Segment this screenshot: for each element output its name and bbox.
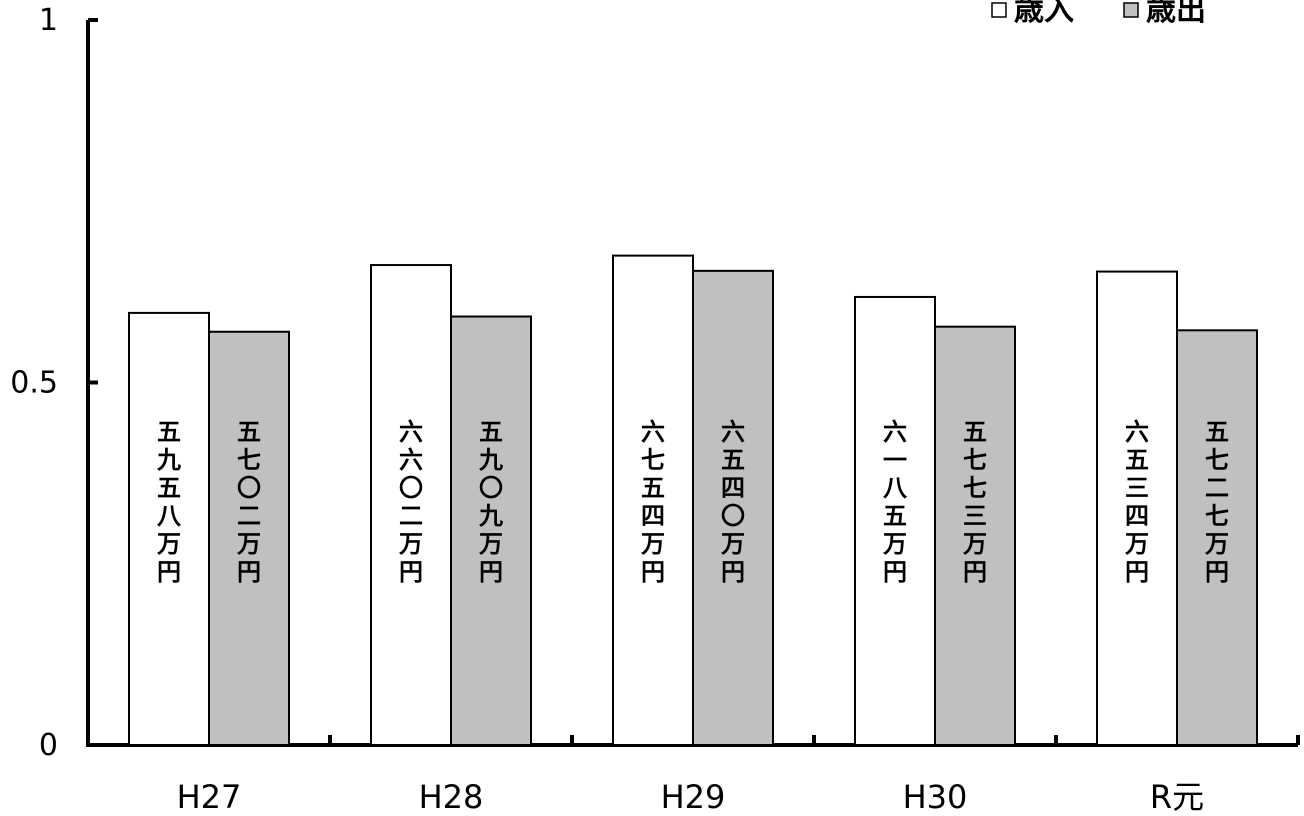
bar-income <box>1096 270 1178 746</box>
bar-value-label: 五九〇九万円 <box>478 418 503 586</box>
legend-swatch <box>991 2 1007 18</box>
bar-income <box>854 295 936 746</box>
legend-label: 歳入 <box>1014 0 1074 28</box>
bar-income <box>370 264 452 746</box>
x-category-label: H30 <box>903 778 968 816</box>
x-category-label: H29 <box>661 778 726 816</box>
bar-income <box>128 311 210 746</box>
bar-value-label: 六一八五万円 <box>883 418 908 586</box>
bar-value-label: 五七七三万円 <box>963 418 987 586</box>
bar-value-label: 六五三四万円 <box>1125 418 1149 586</box>
bar-value-label: 五九五八万円 <box>156 418 182 586</box>
bars: 五九五八万円 五七〇二万円 六六〇二万円 五九〇九万円 六七五四万円 六五四〇万円 六一八五… <box>128 254 1258 746</box>
y-tick-label: 1 <box>39 3 58 38</box>
bar-value-label: 五七二七万円 <box>1205 418 1229 586</box>
bar-value-label: 六六〇二万円 <box>399 418 423 586</box>
legend: 歳入 歳出 <box>991 0 1206 28</box>
x-category-label: H28 <box>419 778 484 816</box>
bar-expense <box>692 269 774 746</box>
legend-label: 歳出 <box>1146 0 1206 28</box>
bar-value-label: 六七五四万円 <box>641 418 665 586</box>
y-tick-label: 0 <box>39 728 58 763</box>
y-tick-label: 0.5 <box>10 366 58 401</box>
bar-expense <box>208 330 290 746</box>
legend-swatch <box>1123 2 1139 18</box>
bar-value-label: 五七〇二万円 <box>237 418 261 586</box>
x-category-label: H27 <box>177 778 242 816</box>
y-ticks: 00.51 <box>10 3 98 763</box>
bar-income <box>612 254 694 746</box>
x-category-labels: H27 H28 H29 H30 R元 <box>177 735 1300 816</box>
bar-expense <box>1176 329 1258 746</box>
bar-value-label: 六五四〇万円 <box>721 418 745 586</box>
x-category-label: R元 <box>1150 778 1204 816</box>
bar-expense <box>934 325 1016 746</box>
bar-expense <box>450 315 532 746</box>
